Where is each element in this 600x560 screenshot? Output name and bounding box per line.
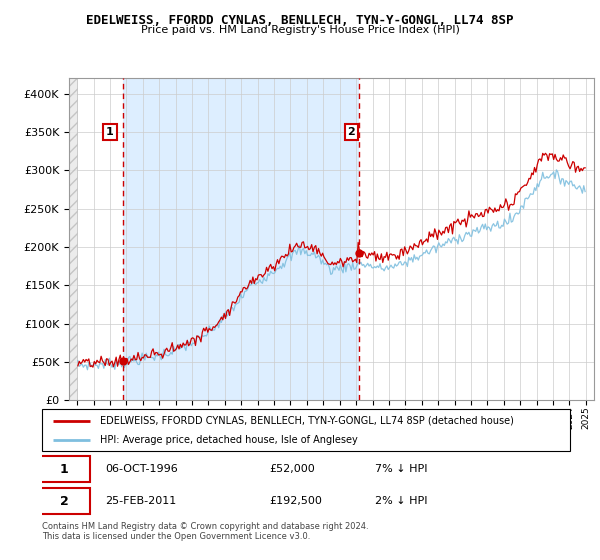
Text: HPI: Average price, detached house, Isle of Anglesey: HPI: Average price, detached house, Isle… <box>100 435 358 445</box>
Text: 2: 2 <box>60 494 68 508</box>
FancyBboxPatch shape <box>42 409 570 451</box>
Text: 1: 1 <box>60 463 68 475</box>
Text: Price paid vs. HM Land Registry's House Price Index (HPI): Price paid vs. HM Land Registry's House … <box>140 25 460 35</box>
Text: 2: 2 <box>347 127 355 137</box>
FancyBboxPatch shape <box>40 488 89 514</box>
Text: 25-FEB-2011: 25-FEB-2011 <box>106 496 176 506</box>
Text: EDELWEISS, FFORDD CYNLAS, BENLLECH, TYN-Y-GONGL, LL74 8SP (detached house): EDELWEISS, FFORDD CYNLAS, BENLLECH, TYN-… <box>100 416 514 426</box>
Text: EDELWEISS, FFORDD CYNLAS, BENLLECH, TYN-Y-GONGL, LL74 8SP: EDELWEISS, FFORDD CYNLAS, BENLLECH, TYN-… <box>86 14 514 27</box>
Text: 06-OCT-1996: 06-OCT-1996 <box>106 464 178 474</box>
Text: 7% ↓ HPI: 7% ↓ HPI <box>374 464 427 474</box>
Text: 2% ↓ HPI: 2% ↓ HPI <box>374 496 427 506</box>
Text: 1: 1 <box>106 127 114 137</box>
Text: £52,000: £52,000 <box>269 464 315 474</box>
Bar <box>123 78 359 400</box>
Bar <box>69 78 77 400</box>
FancyBboxPatch shape <box>40 456 89 482</box>
Text: £192,500: £192,500 <box>269 496 322 506</box>
Text: Contains HM Land Registry data © Crown copyright and database right 2024.
This d: Contains HM Land Registry data © Crown c… <box>42 522 368 542</box>
